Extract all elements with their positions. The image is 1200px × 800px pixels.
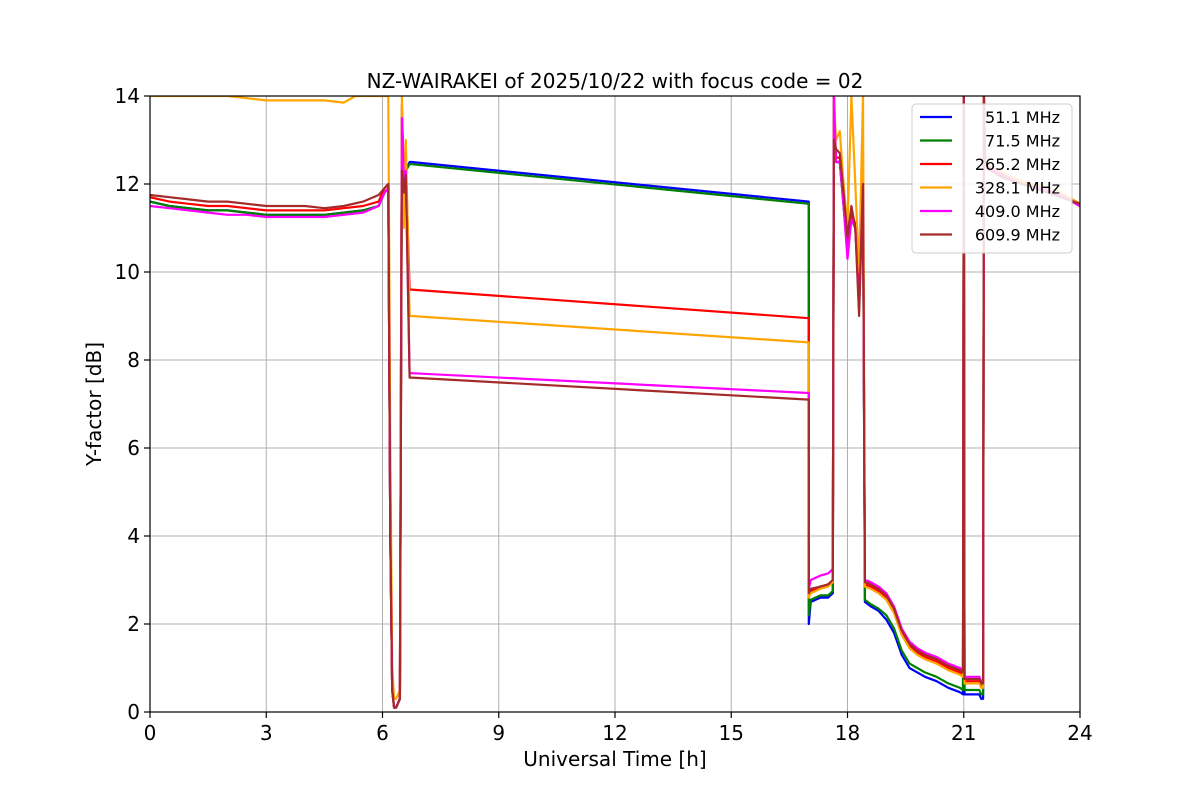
- y-tick-label: 10: [115, 260, 140, 284]
- legend-label: 265.2 MHz: [975, 155, 1060, 174]
- y-tick-label: 6: [127, 436, 140, 460]
- x-tick-label: 24: [1067, 721, 1092, 745]
- legend-label: 51.1 MHz: [985, 108, 1060, 127]
- legend: 51.1 MHz 71.5 MHz 265.2 MHz 328.1 MHz 409.0…: [911, 103, 1073, 254]
- legend-label: 71.5 MHz: [985, 132, 1060, 151]
- legend-label: 328.1 MHz: [975, 179, 1060, 198]
- x-tick-label: 12: [602, 721, 627, 745]
- series-line-609-9-mhz: [150, 96, 1080, 709]
- series-layer: [150, 96, 1080, 709]
- legend-label: 609.9 MHz: [975, 226, 1060, 245]
- y-tick-label: 12: [115, 172, 140, 196]
- y-tick-label: 4: [127, 524, 140, 548]
- y-axis: 0 2 4 6 8 10 12 14: [115, 84, 150, 724]
- x-tick-label: 0: [144, 721, 157, 745]
- y-tick-label: 8: [127, 348, 140, 372]
- x-tick-label: 6: [376, 721, 389, 745]
- y-tick-label: 14: [115, 84, 140, 108]
- chart-title: NZ-WAIRAKEI of 2025/10/22 with focus cod…: [367, 69, 864, 93]
- x-tick-label: 9: [492, 721, 505, 745]
- y-tick-label: 2: [127, 612, 140, 636]
- x-tick-label: 3: [260, 721, 273, 745]
- legend-label: 409.0 MHz: [975, 202, 1060, 221]
- y-axis-label: Y-factor [dB]: [82, 342, 106, 467]
- x-axis: 0 3 6 9 12 15 18 21 24: [144, 712, 1093, 745]
- x-axis-label: Universal Time [h]: [523, 747, 706, 771]
- x-tick-label: 21: [951, 721, 976, 745]
- x-tick-label: 18: [835, 721, 860, 745]
- y-tick-label: 0: [127, 700, 140, 724]
- x-tick-label: 15: [719, 721, 744, 745]
